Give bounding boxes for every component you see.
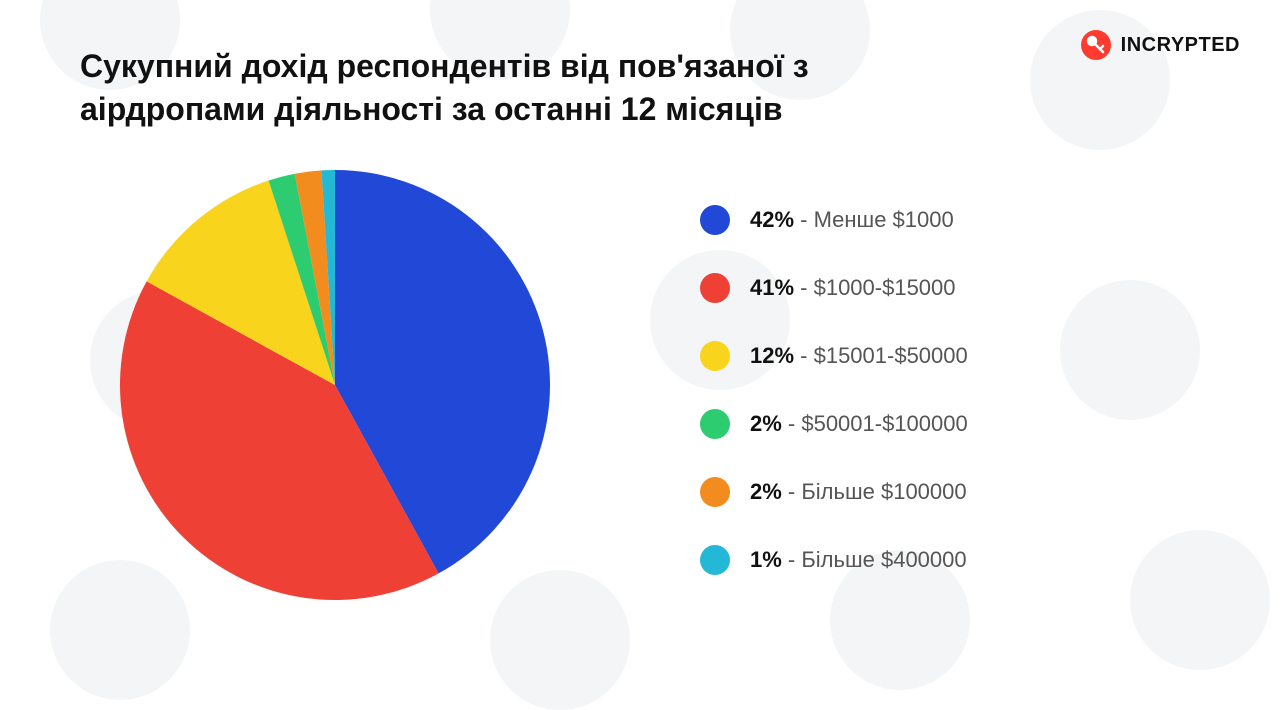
legend-item: 1% - Більше $400000 [700,545,968,575]
legend-item: 42% - Менше $1000 [700,205,968,235]
legend-marker-icon [700,205,730,235]
legend-item: 2% - $50001-$100000 [700,409,968,439]
legend-label: 12% - $15001-$50000 [750,343,968,369]
legend-label: 42% - Менше $1000 [750,207,954,233]
legend-label: 1% - Більше $400000 [750,547,967,573]
brand-logo-icon [1081,30,1111,60]
legend-marker-icon [700,273,730,303]
legend-marker-icon [700,477,730,507]
legend-percent: 2% [750,411,782,436]
pie-chart [120,170,550,600]
legend-label: 41% - $1000-$15000 [750,275,956,301]
legend-text: - Більше $100000 [782,479,967,504]
legend-text: - $50001-$100000 [782,411,968,436]
legend-label: 2% - Більше $100000 [750,479,967,505]
legend-percent: 41% [750,275,794,300]
legend-percent: 42% [750,207,794,232]
legend-text: - $1000-$15000 [794,275,955,300]
brand: INCRYPTED [1081,30,1240,60]
legend-item: 12% - $15001-$50000 [700,341,968,371]
brand-name: INCRYPTED [1121,34,1240,57]
legend-marker-icon [700,409,730,439]
legend-percent: 1% [750,547,782,572]
legend-percent: 12% [750,343,794,368]
legend-text: - $15001-$50000 [794,343,968,368]
legend-item: 41% - $1000-$15000 [700,273,968,303]
legend-item: 2% - Більше $100000 [700,477,968,507]
legend-percent: 2% [750,479,782,504]
legend: 42% - Менше $1000 41% - $1000-$15000 12% -… [700,205,968,575]
legend-marker-icon [700,341,730,371]
chart-title: Сукупний дохід респондентів від пов'язан… [80,45,940,131]
legend-text: - Більше $400000 [782,547,967,572]
legend-label: 2% - $50001-$100000 [750,411,968,437]
legend-text: - Менше $1000 [794,207,954,232]
legend-marker-icon [700,545,730,575]
